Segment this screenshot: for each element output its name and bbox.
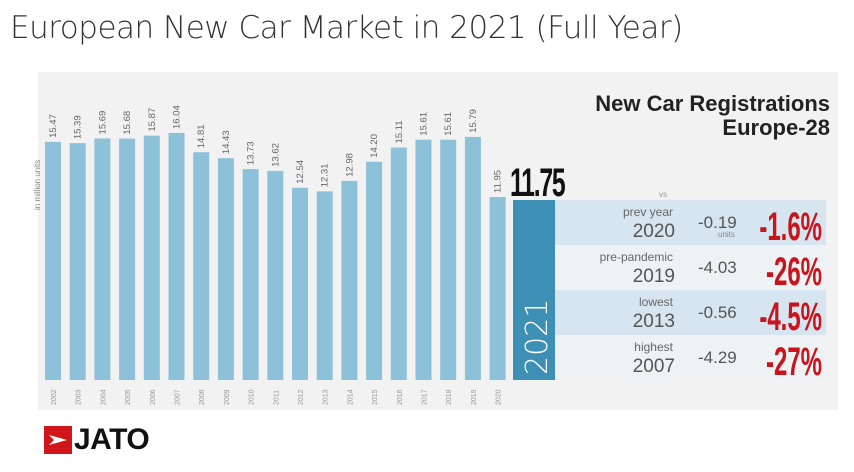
x-tick-2008: 2008 xyxy=(199,389,206,405)
value-label-2018: 15.61 xyxy=(443,112,454,136)
value-label-2016: 15.11 xyxy=(394,120,405,143)
jato-logo-text: JATO xyxy=(74,423,150,456)
comparison-year: 2020 xyxy=(633,221,675,242)
x-tick-2017: 2017 xyxy=(422,389,429,405)
y-axis-label: in million units xyxy=(33,160,42,210)
bar-2015 xyxy=(366,161,383,380)
value-label-2002: 15.47 xyxy=(48,114,59,138)
bar-2012 xyxy=(292,187,308,380)
x-tick-2004: 2004 xyxy=(100,389,107,405)
comparison-label: lowest xyxy=(639,295,674,309)
x-tick-2010: 2010 xyxy=(249,389,256,405)
x-tick-2011: 2011 xyxy=(273,390,280,405)
value-label-2014: 12.98 xyxy=(344,153,355,177)
comparison-diff: -0.19 xyxy=(698,213,737,232)
comparison-row xyxy=(555,245,826,290)
comparison-diff: -4.03 xyxy=(698,258,737,277)
x-tick-2018: 2018 xyxy=(446,389,453,405)
bar-2002 xyxy=(45,141,61,380)
bar-2013 xyxy=(316,191,333,380)
value-label-2004: 15.69 xyxy=(97,111,108,135)
value-label-2015: 14.20 xyxy=(369,134,380,158)
bar-2018 xyxy=(440,139,457,380)
value-label-2011: 13.62 xyxy=(270,143,281,167)
bar-2019 xyxy=(464,136,481,380)
chart-heading-line1: New Car Registrations xyxy=(595,91,830,116)
value-label-2013: 12.31 xyxy=(320,164,331,188)
x-tick-2002: 2002 xyxy=(51,389,58,405)
comparison-label: highest xyxy=(634,340,673,354)
value-label-2008: 14.81 xyxy=(196,124,207,148)
comparison-diff: -4.29 xyxy=(698,348,737,367)
bar-2011 xyxy=(267,170,284,380)
value-label-2019: 15.79 xyxy=(468,109,479,133)
comparison-row xyxy=(555,200,826,245)
comparison-pct: -27% xyxy=(766,339,822,384)
x-tick-2013: 2013 xyxy=(323,389,330,405)
comparison-year: 2019 xyxy=(633,266,675,287)
x-tick-2007: 2007 xyxy=(175,389,182,405)
x-tick-2009: 2009 xyxy=(224,389,231,405)
highlight-value-label: 11.75 xyxy=(510,161,565,205)
comparison-label: pre-pandemic xyxy=(600,250,673,264)
bar-2004 xyxy=(94,138,111,380)
value-label-2007: 16.04 xyxy=(172,105,183,129)
page-title: European New Car Market in 2021 (Full Ye… xyxy=(10,10,683,46)
x-tick-2012: 2012 xyxy=(298,389,305,405)
x-tick-2020: 2020 xyxy=(496,389,503,405)
bar-2016 xyxy=(390,147,407,380)
comparison-year: 2013 xyxy=(633,311,675,332)
value-label-2020: 11.95 xyxy=(493,170,504,193)
bar-2010 xyxy=(242,169,259,380)
comparison-year: 2007 xyxy=(633,356,675,377)
bar-2020 xyxy=(489,196,506,380)
x-tick-2006: 2006 xyxy=(150,389,157,405)
bar-2014 xyxy=(341,180,358,380)
units-label: units xyxy=(718,230,735,239)
value-label-2009: 14.43 xyxy=(221,130,232,154)
x-tick-2019: 2019 xyxy=(471,389,478,405)
comparison-label: prev year xyxy=(623,205,673,219)
value-label-2003: 15.39 xyxy=(73,115,84,139)
comparison-pct: -26% xyxy=(766,249,822,294)
bar-2008 xyxy=(193,152,210,380)
comparison-row xyxy=(555,290,826,335)
comparison-pct: -1.6% xyxy=(759,204,822,249)
value-label-2010: 13.73 xyxy=(246,141,257,165)
comparison-row xyxy=(555,335,826,380)
x-tick-2016: 2016 xyxy=(397,389,404,405)
jato-logo-icon xyxy=(44,426,72,454)
bar-2003 xyxy=(69,143,86,380)
bar-2021 xyxy=(513,200,555,380)
highlight-year-label: 2021 xyxy=(520,299,555,375)
x-tick-2003: 2003 xyxy=(76,389,83,405)
bar-2017 xyxy=(415,139,432,380)
value-label-2005: 15.68 xyxy=(122,111,133,135)
comparison-diff: -0.56 xyxy=(698,303,737,322)
chart-heading: New Car Registrations Europe-28 xyxy=(595,92,830,140)
value-label-2006: 15.87 xyxy=(147,108,158,132)
comparison-pct: -4.5% xyxy=(759,294,822,339)
value-label-2012: 12.54 xyxy=(295,160,306,184)
bar-2006 xyxy=(143,135,160,380)
x-tick-2015: 2015 xyxy=(372,389,379,405)
vs-label: vs xyxy=(659,190,667,199)
chart-heading-line2: Europe-28 xyxy=(722,115,830,140)
jato-logo: JATO xyxy=(44,423,150,457)
bar-2009 xyxy=(217,158,234,380)
bar-2005 xyxy=(119,138,136,380)
value-label-2017: 15.61 xyxy=(419,112,430,136)
bar-2007 xyxy=(168,132,185,380)
x-tick-2005: 2005 xyxy=(125,389,132,405)
x-tick-2014: 2014 xyxy=(347,389,354,405)
